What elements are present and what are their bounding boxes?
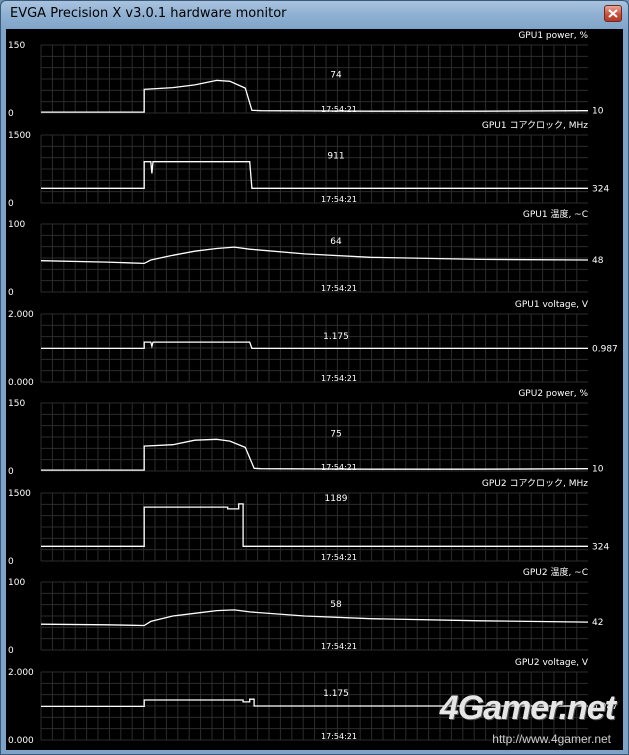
tick-label-bottom: 0 — [8, 467, 14, 477]
series-line — [41, 161, 588, 189]
current-value-label: 10 — [592, 107, 604, 117]
grid — [40, 223, 588, 293]
graph-title: GPU1 コアクロック, MHz — [482, 120, 588, 131]
tick-label-top: 100 — [8, 220, 25, 230]
grid — [40, 402, 588, 472]
tick-label-top: 150 — [8, 399, 25, 409]
series-line — [41, 79, 589, 113]
title-bar[interactable]: EVGA Precision X v3.0.1 hardware monitor — [1, 1, 628, 29]
close-button[interactable] — [604, 5, 622, 22]
watermark-logo: 4Gamer.net — [439, 689, 616, 727]
grid — [40, 671, 588, 741]
grid — [40, 44, 588, 114]
graph-panel-1: GPU1 power, % 150 0 17:54:21 10 74 — [8, 31, 604, 119]
series-line — [41, 698, 588, 708]
time-label: 17:54:21 — [321, 553, 357, 562]
time-label: 17:54:21 — [321, 463, 357, 472]
tick-label-top: 1500 — [8, 131, 31, 141]
window-title: EVGA Precision X v3.0.1 hardware monitor — [10, 6, 287, 21]
monitor-panel[interactable]: GPU1 power, % 150 0 17:54:21 10 74 GPU1 コアクロック… — [6, 29, 623, 750]
series-line — [40, 609, 589, 627]
tick-label-bottom: 0 — [8, 288, 14, 298]
tick-label-top: 150 — [8, 41, 25, 51]
graph-title: GPU2 voltage, V — [515, 658, 589, 668]
tick-label-bottom: 0 — [8, 199, 14, 209]
tick-label-top: 1500 — [8, 489, 31, 499]
close-icon — [608, 9, 618, 18]
time-label: 17:54:21 — [321, 642, 357, 651]
time-label: 17:54:21 — [321, 732, 357, 741]
series-line — [41, 341, 588, 350]
time-label: 17:54:21 — [321, 195, 357, 204]
series-line — [41, 503, 588, 547]
tick-label-bottom: 0.000 — [8, 378, 34, 388]
watermark-url: http://www.4gamer.net — [492, 732, 611, 746]
time-label: 17:54:21 — [321, 374, 357, 383]
tick-label-bottom: 0 — [8, 646, 14, 656]
peak-value-label: 64 — [330, 237, 342, 247]
graph-title: GPU1 温度, ~C — [523, 208, 588, 220]
tick-label-top: 2.000 — [8, 668, 34, 678]
current-value-label: 324 — [592, 184, 609, 194]
graph-panel-7: GPU2 温度, ~C 100 0 17:54:21 42 58 — [8, 566, 603, 656]
tick-label-bottom: 0 — [8, 109, 14, 119]
graph-panel-6: GPU2 コアクロック, MHz 1500 0 17:54:21 324 1189 — [8, 478, 609, 567]
current-value-label: 0.987 — [592, 702, 618, 712]
tick-label-bottom: 0 — [8, 557, 14, 567]
grid — [40, 134, 588, 204]
grid — [40, 492, 588, 562]
peak-value-label: 911 — [327, 152, 344, 162]
graph-panel-8: GPU2 voltage, V 2.000 0.000 17:54:21 0.987 1.… — [8, 658, 618, 746]
series-line — [41, 438, 589, 471]
time-label: 17:54:21 — [321, 284, 357, 293]
graph-title: GPU2 温度, ~C — [523, 566, 588, 578]
graph-panel-5: GPU2 power, % 150 0 17:54:21 10 75 — [8, 389, 604, 477]
tick-label-bottom: 0.000 — [8, 736, 34, 746]
graph-panel-3: GPU1 温度, ~C 100 0 17:54:21 48 64 — [8, 208, 604, 298]
peak-value-label: 1.175 — [323, 689, 349, 699]
peak-value-label: 1189 — [325, 494, 348, 504]
graph-title: GPU2 コアクロック, MHz — [482, 478, 588, 489]
current-value-label: 48 — [592, 256, 604, 266]
current-value-label: 0.987 — [592, 344, 618, 354]
time-label: 17:54:21 — [321, 105, 357, 114]
tick-label-top: 100 — [8, 578, 25, 588]
current-value-label: 10 — [592, 465, 604, 475]
graph-panel-2: GPU1 コアクロック, MHz 1500 0 17:54:21 324 911 — [8, 120, 609, 209]
series-line — [40, 246, 589, 265]
current-value-label: 42 — [592, 618, 603, 628]
peak-value-label: 58 — [330, 600, 342, 610]
graph-title: GPU1 voltage, V — [515, 300, 589, 310]
current-value-label: 324 — [592, 542, 609, 552]
graph-panel-4: GPU1 voltage, V 2.000 0.000 17:54:21 0.987 1.… — [8, 300, 618, 388]
peak-value-label: 1.175 — [323, 332, 349, 342]
peak-value-label: 74 — [330, 70, 342, 80]
peak-value-label: 75 — [330, 429, 341, 439]
graph-title: GPU2 power, % — [518, 389, 588, 399]
graph-title: GPU1 power, % — [518, 31, 588, 41]
tick-label-top: 2.000 — [8, 310, 34, 320]
grid — [40, 581, 588, 651]
